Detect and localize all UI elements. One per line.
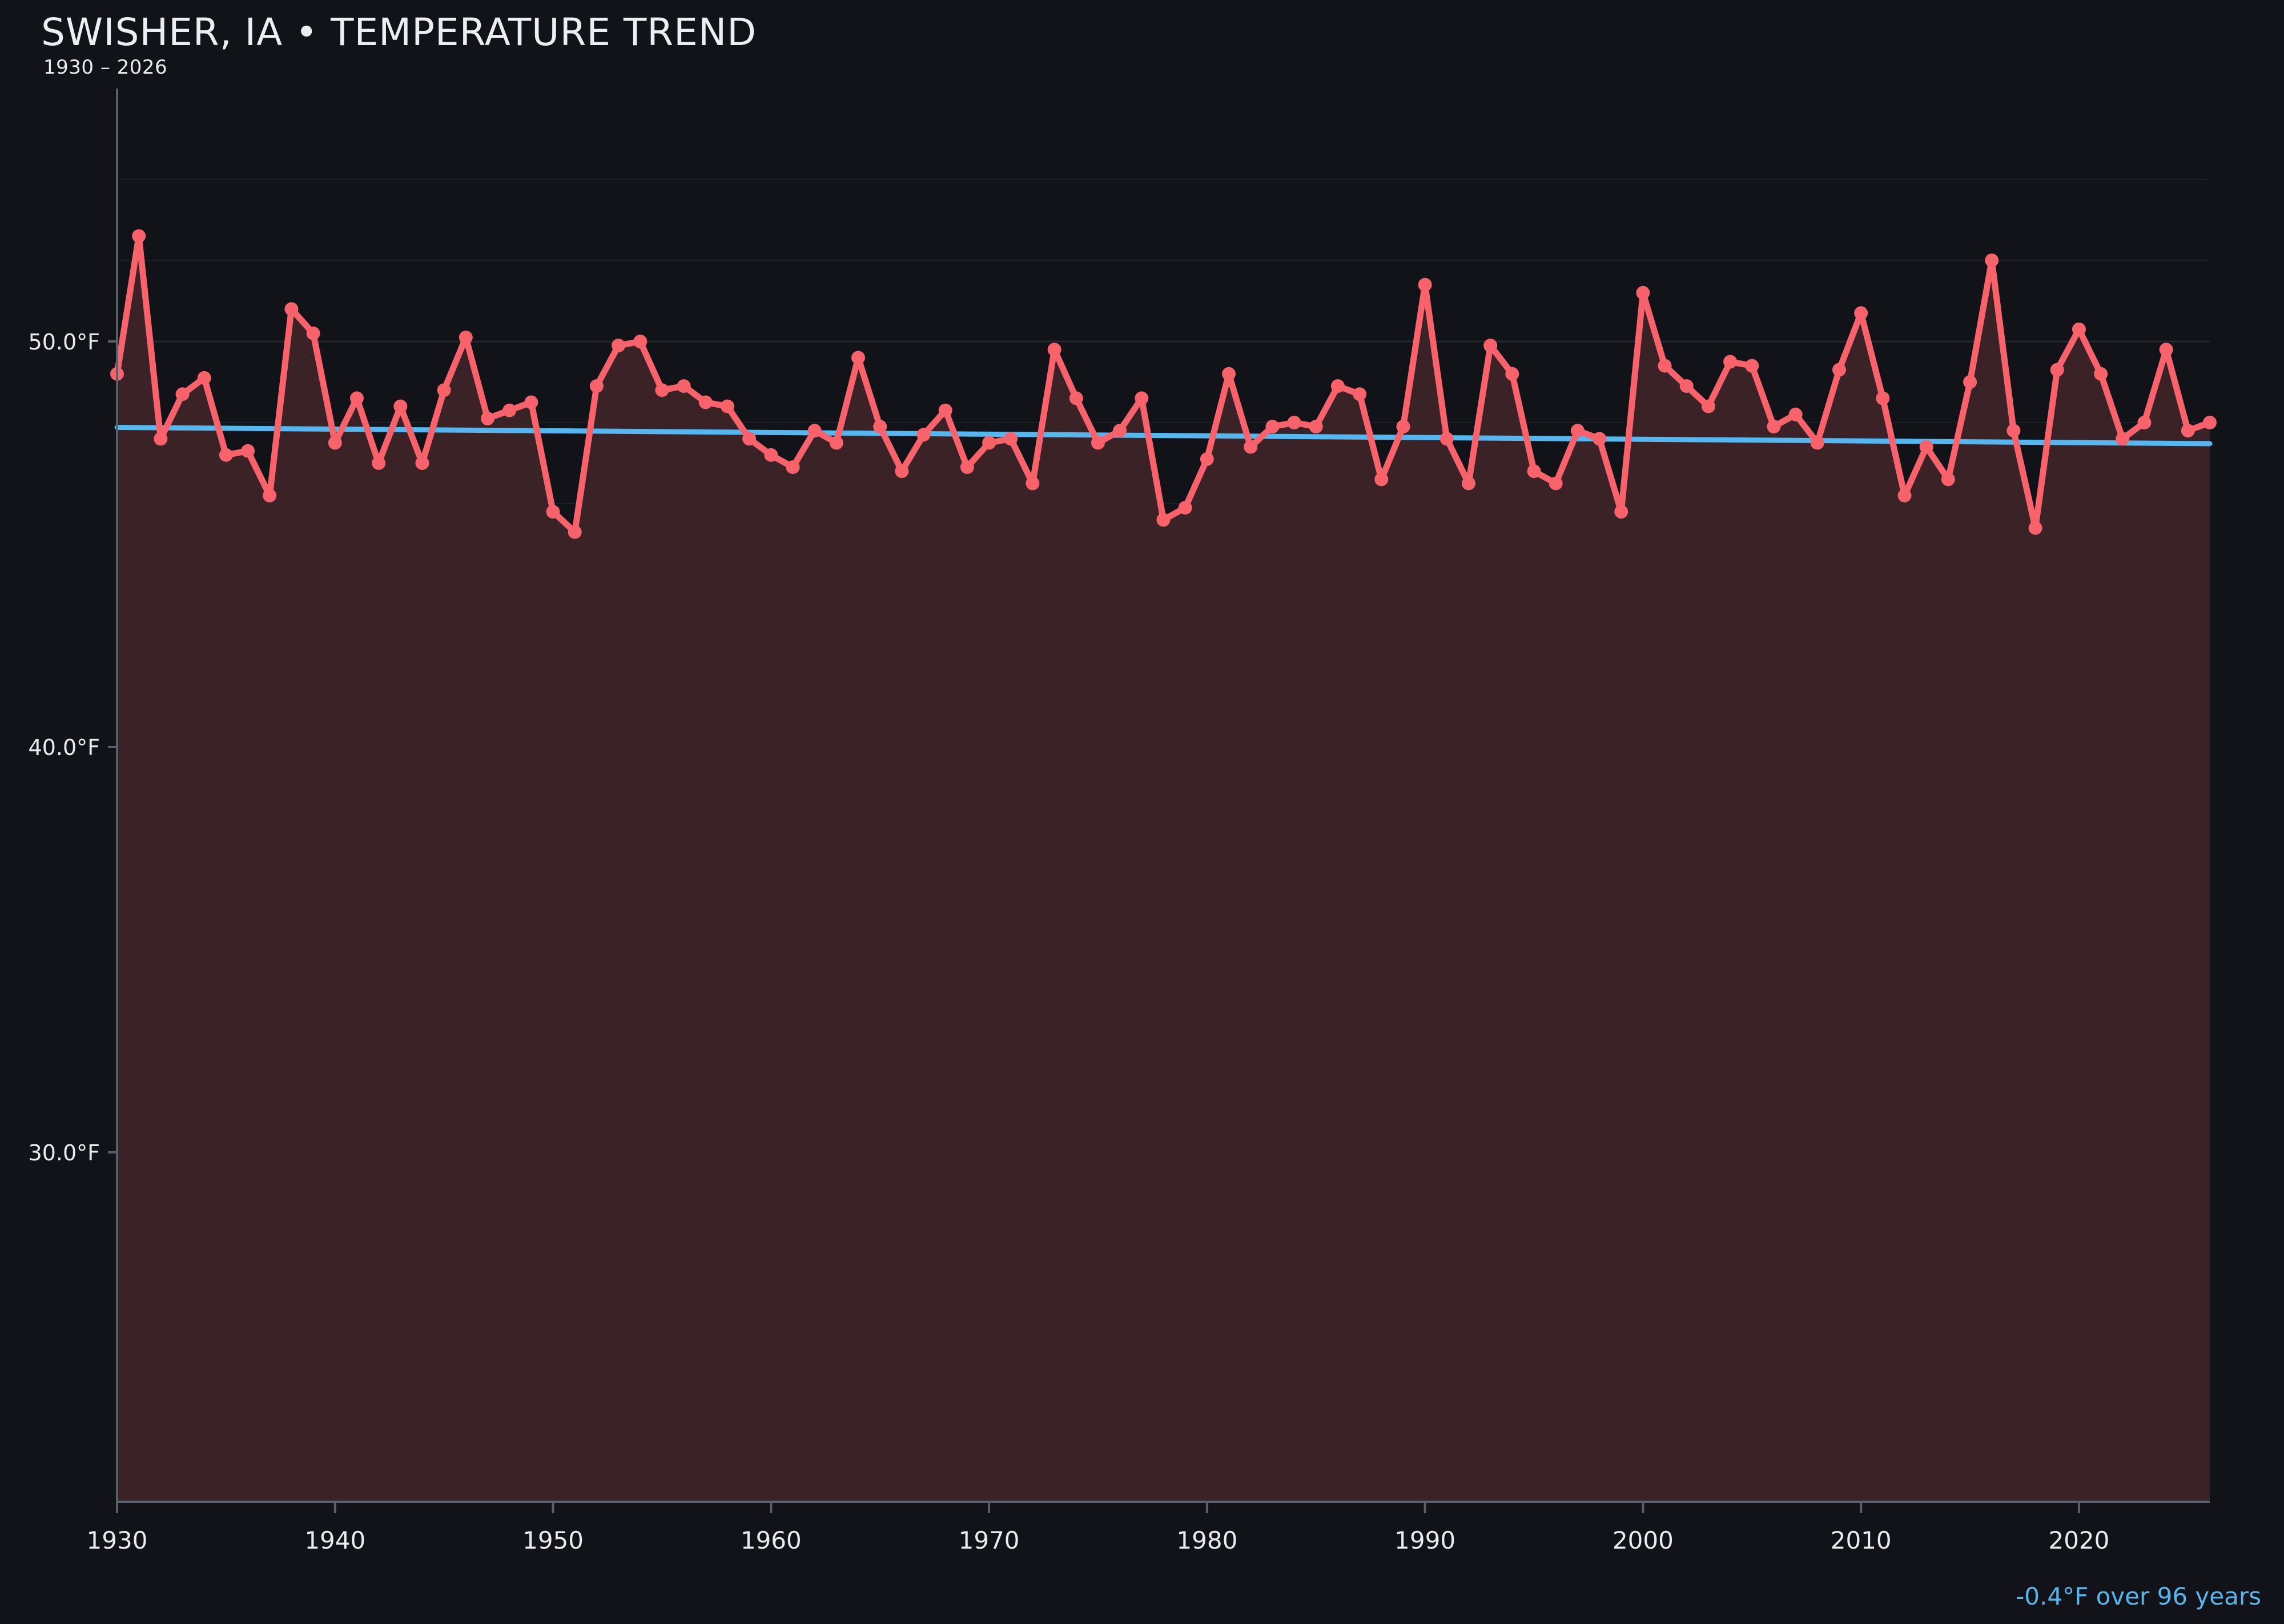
series-markers — [110, 229, 2217, 539]
x-axis-tick-labels: 1930 1940 1950 1960 1970 1980 1990 2000 2010 2020 — [87, 1526, 2110, 1554]
page-title: SWISHER, IA • TEMPERATURE TREND — [41, 10, 757, 54]
x-tick-label: 2020 — [2048, 1526, 2109, 1554]
x-tick-label: 1990 — [1394, 1526, 1455, 1554]
x-tick-label: 1960 — [741, 1526, 802, 1554]
y-tick-label: 40.0°F — [29, 735, 100, 760]
trend-line — [114, 425, 2213, 447]
x-tick-label: 2010 — [1831, 1526, 1892, 1554]
y-axis-tick-labels: 50.0°F 40.0°F 30.0°F — [29, 329, 100, 1165]
y-axis — [108, 89, 118, 1502]
x-tick-label: 1930 — [87, 1526, 148, 1554]
y-tick-label: 50.0°F — [29, 329, 100, 355]
x-axis — [116, 1501, 2210, 1513]
x-tick-label: 2000 — [1613, 1526, 1674, 1554]
plot-area-fill — [117, 236, 2210, 1502]
x-tick-label: 1950 — [522, 1526, 584, 1554]
y-tick-label: 30.0°F — [29, 1140, 100, 1165]
x-tick-label: 1970 — [959, 1526, 1020, 1554]
x-tick-label: 1980 — [1176, 1526, 1237, 1554]
trend-annotation: -0.4°F over 96 years — [2016, 1582, 2261, 1610]
x-tick-label: 1940 — [304, 1526, 365, 1554]
page-subtitle: 1930 – 2026 — [43, 56, 168, 79]
